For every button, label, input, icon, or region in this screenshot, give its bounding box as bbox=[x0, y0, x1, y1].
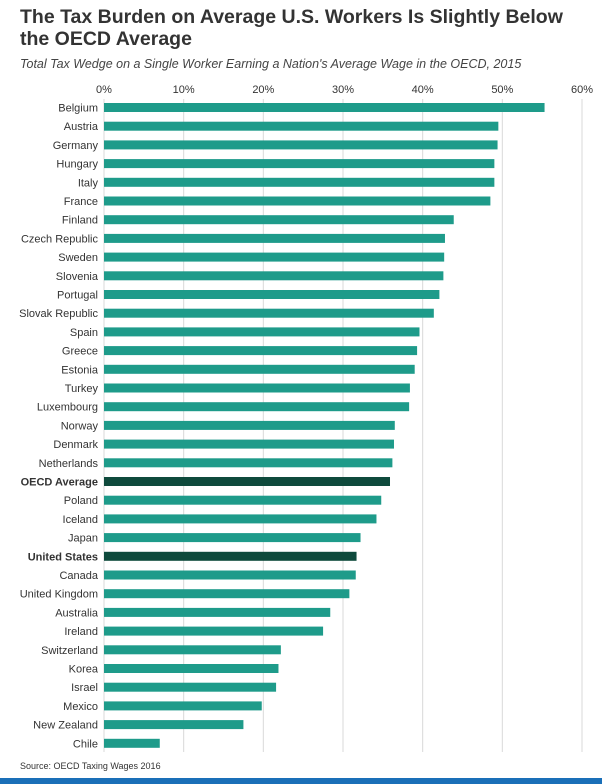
bar-germany bbox=[104, 140, 498, 150]
category-label: Italy bbox=[78, 177, 99, 189]
category-label: Norway bbox=[61, 420, 99, 432]
bar-korea bbox=[104, 664, 279, 673]
bar-norway bbox=[104, 420, 395, 430]
bar-greece bbox=[104, 346, 418, 356]
category-labels: Belgium Austria Germany Hungary Italy France F… bbox=[19, 103, 99, 751]
category-label: Czech Republic bbox=[21, 233, 99, 245]
bar-portugal bbox=[104, 290, 440, 299]
x-tick-label: 20% bbox=[252, 84, 274, 96]
x-axis-ticks: 0% 10% 20% 30% 40% 50% 60% bbox=[96, 84, 593, 96]
bar-hungary bbox=[104, 159, 495, 169]
x-tick-label: 50% bbox=[491, 84, 513, 96]
bar-israel bbox=[104, 682, 277, 692]
bar-japan bbox=[104, 533, 361, 543]
bar-estonia bbox=[104, 364, 415, 374]
bar-united-kingdom bbox=[104, 589, 350, 599]
x-tick-label: 30% bbox=[332, 84, 354, 96]
x-tick-label: 60% bbox=[571, 84, 593, 96]
x-tick-label: 0% bbox=[96, 84, 112, 96]
category-label: Greece bbox=[62, 346, 98, 358]
bar-sweden bbox=[104, 252, 445, 262]
footer-bar bbox=[0, 778, 602, 784]
category-label: Israel bbox=[71, 682, 98, 694]
category-label: Belgium bbox=[58, 103, 98, 115]
category-label: Turkey bbox=[65, 383, 99, 395]
bar-united-states bbox=[104, 551, 357, 561]
category-label: New Zealand bbox=[33, 720, 98, 732]
bar-iceland bbox=[104, 514, 377, 524]
bar-italy bbox=[104, 177, 495, 187]
category-label: Slovenia bbox=[56, 271, 99, 283]
bar-switzerland bbox=[104, 645, 281, 655]
category-label: Spain bbox=[70, 327, 98, 339]
category-label: OECD Average bbox=[21, 477, 98, 489]
category-label: Austria bbox=[64, 121, 99, 133]
category-label: Netherlands bbox=[39, 458, 99, 470]
bar-netherlands bbox=[104, 458, 393, 468]
bar-canada bbox=[104, 570, 356, 580]
category-label: Finland bbox=[62, 215, 98, 227]
bar-ireland bbox=[104, 626, 324, 636]
bar-slovak-republic bbox=[104, 308, 434, 318]
bar-mexico bbox=[104, 701, 262, 711]
bar-oecd-average bbox=[104, 477, 391, 486]
bar-poland bbox=[104, 495, 382, 505]
category-label: Korea bbox=[69, 664, 99, 676]
bar-chile bbox=[104, 738, 160, 748]
bar-czech-republic bbox=[104, 233, 445, 243]
bar-slovenia bbox=[104, 271, 444, 281]
bar-chart: 0% 10% 20% 30% 40% 50% 60% Belgium Austria Germa… bbox=[19, 84, 593, 752]
chart-title: The Tax Burden on Average U.S. Workers I… bbox=[20, 6, 563, 50]
category-label: Canada bbox=[59, 570, 98, 582]
x-tick-label: 10% bbox=[173, 84, 195, 96]
category-label: Denmark bbox=[53, 439, 98, 451]
category-label: Estonia bbox=[61, 364, 99, 376]
category-label: Australia bbox=[55, 607, 99, 619]
source-note: Source: OECD Taxing Wages 2016 bbox=[20, 761, 161, 771]
category-label: Switzerland bbox=[41, 645, 98, 657]
bar-denmark bbox=[104, 439, 394, 449]
bar-france bbox=[104, 196, 491, 206]
category-label: United Kingdom bbox=[20, 589, 98, 601]
category-label: United States bbox=[28, 551, 98, 563]
category-label: Germany bbox=[53, 140, 99, 152]
bar-luxembourg bbox=[104, 402, 410, 412]
bar-belgium bbox=[104, 103, 545, 112]
category-label: Ireland bbox=[64, 626, 98, 638]
x-tick-label: 40% bbox=[412, 84, 434, 96]
category-label: Portugal bbox=[57, 290, 98, 302]
bars bbox=[104, 103, 545, 748]
bar-finland bbox=[104, 215, 454, 225]
bar-austria bbox=[104, 121, 499, 131]
category-label: Luxembourg bbox=[37, 402, 98, 414]
category-label: Sweden bbox=[58, 252, 98, 264]
bar-new-zealand bbox=[104, 720, 244, 730]
bar-turkey bbox=[104, 383, 410, 393]
category-label: Slovak Republic bbox=[19, 308, 98, 320]
category-label: France bbox=[64, 196, 98, 208]
category-label: Poland bbox=[64, 495, 98, 507]
bar-australia bbox=[104, 607, 331, 617]
category-label: Mexico bbox=[63, 701, 98, 713]
category-label: Chile bbox=[73, 738, 98, 750]
bar-spain bbox=[104, 327, 420, 337]
chart-subtitle: Total Tax Wedge on a Single Worker Earni… bbox=[20, 57, 522, 71]
category-label: Iceland bbox=[63, 514, 98, 526]
category-label: Hungary bbox=[56, 159, 98, 171]
category-label: Japan bbox=[68, 533, 98, 545]
